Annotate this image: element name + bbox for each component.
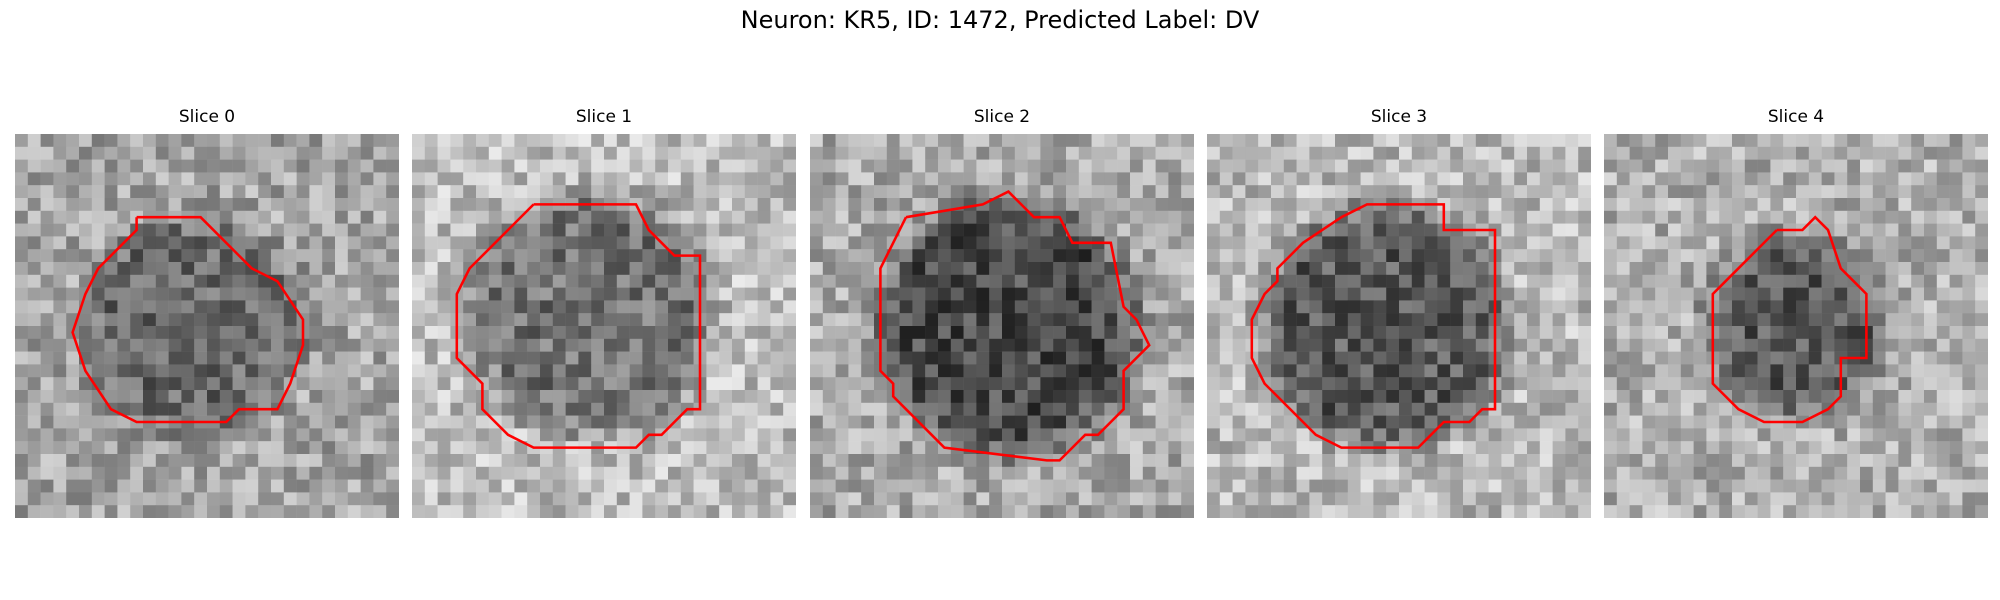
slice-panel-4: Slice 4 bbox=[1604, 107, 1988, 518]
slice-panel-3: Slice 3 bbox=[1207, 107, 1591, 518]
slice-svg-4 bbox=[1604, 134, 1988, 518]
slice-svg-0 bbox=[15, 134, 399, 518]
slice-panel-2: Slice 2 bbox=[810, 107, 1194, 518]
slice-panel-1: Slice 1 bbox=[412, 107, 796, 518]
roi-contour bbox=[1711, 215, 1868, 424]
slice-image-2 bbox=[810, 134, 1194, 518]
figure-title: Neuron: KR5, ID: 1472, Predicted Label: … bbox=[740, 6, 1260, 34]
roi-contour bbox=[1250, 203, 1497, 449]
slice-title-4: Slice 4 bbox=[1767, 107, 1825, 127]
slice-image-1 bbox=[412, 134, 796, 518]
roi-contour bbox=[71, 215, 305, 424]
pixel-grid bbox=[15, 134, 399, 518]
slice-panel-0: Slice 0 bbox=[15, 107, 399, 518]
slice-svg-3 bbox=[1207, 134, 1591, 518]
roi-contour bbox=[879, 190, 1151, 462]
slice-svg-1 bbox=[412, 134, 796, 518]
slice-image-3 bbox=[1207, 134, 1591, 518]
pixel-grid bbox=[1604, 134, 1988, 518]
roi-contour bbox=[455, 203, 702, 449]
slice-image-4 bbox=[1604, 134, 1988, 518]
pixel-grid bbox=[1207, 134, 1591, 518]
slice-title-2: Slice 2 bbox=[973, 107, 1031, 127]
pixel-grid bbox=[810, 134, 1194, 518]
slice-title-0: Slice 0 bbox=[178, 107, 236, 127]
slice-title-1: Slice 1 bbox=[575, 107, 633, 127]
pixel-grid bbox=[412, 134, 796, 518]
slice-svg-2 bbox=[810, 134, 1194, 518]
slice-title-3: Slice 3 bbox=[1370, 107, 1428, 127]
slice-image-0 bbox=[15, 134, 399, 518]
